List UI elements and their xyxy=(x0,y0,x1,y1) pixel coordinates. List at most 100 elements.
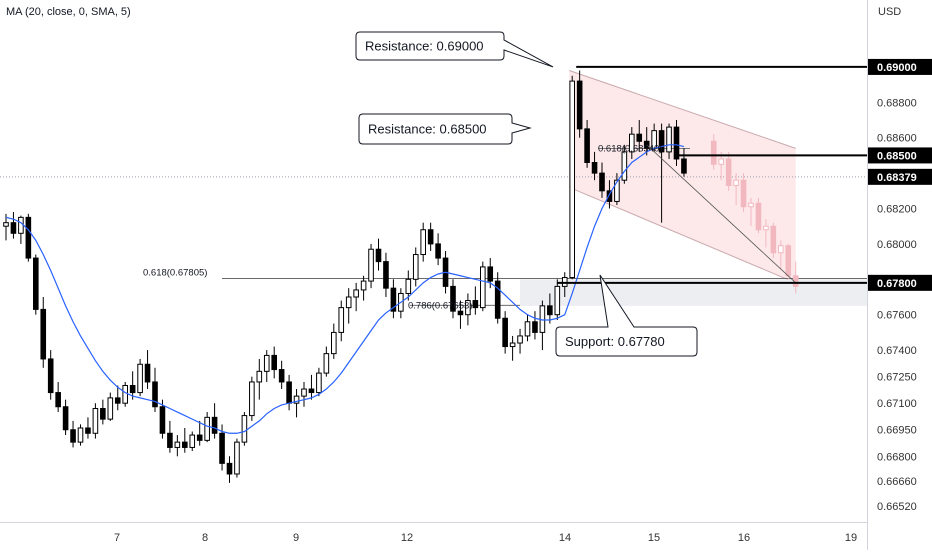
candle[interactable] xyxy=(420,229,426,256)
projection-candle[interactable] xyxy=(748,202,754,208)
time-axis[interactable] xyxy=(0,523,867,550)
candle[interactable] xyxy=(18,216,24,234)
candle[interactable] xyxy=(189,434,196,448)
candle[interactable] xyxy=(129,384,136,394)
candle[interactable] xyxy=(219,432,225,464)
candle[interactable] xyxy=(152,381,158,408)
projection-candle[interactable] xyxy=(770,225,777,254)
candle[interactable] xyxy=(383,261,389,289)
candle[interactable] xyxy=(25,216,32,259)
candle[interactable] xyxy=(524,321,531,337)
candle[interactable] xyxy=(47,358,54,394)
candle[interactable] xyxy=(591,162,598,174)
candle[interactable] xyxy=(368,248,374,282)
projection-candle[interactable] xyxy=(740,179,747,208)
candle[interactable] xyxy=(666,126,672,153)
candle[interactable] xyxy=(457,310,464,316)
candle[interactable] xyxy=(77,427,84,443)
candle[interactable] xyxy=(480,266,486,309)
candle[interactable] xyxy=(62,406,69,431)
level-badge-0[interactable] xyxy=(868,58,932,75)
level-badge-2[interactable] xyxy=(868,274,932,291)
candle[interactable] xyxy=(55,392,61,408)
candle[interactable] xyxy=(92,408,99,434)
candle[interactable] xyxy=(353,289,359,298)
candle[interactable] xyxy=(263,354,270,372)
indicator-legend[interactable]: MA (20, close, 0, SMA, 5) xyxy=(6,6,131,18)
candle[interactable] xyxy=(547,305,553,316)
candle[interactable] xyxy=(301,388,307,397)
candle[interactable] xyxy=(204,416,210,441)
candle[interactable] xyxy=(606,190,613,202)
projection-candle[interactable] xyxy=(763,225,769,231)
candle[interactable] xyxy=(196,434,203,441)
candle[interactable] xyxy=(174,441,181,448)
candle[interactable] xyxy=(554,285,561,316)
candle[interactable] xyxy=(629,133,635,153)
candle[interactable] xyxy=(375,248,382,263)
candle[interactable] xyxy=(584,128,590,164)
candle[interactable] xyxy=(532,321,538,333)
callout-support[interactable]: Support: 0.67780 xyxy=(555,274,698,357)
candle[interactable] xyxy=(293,395,300,404)
candle[interactable] xyxy=(435,243,441,259)
candle[interactable] xyxy=(338,307,345,333)
channel-upper-line[interactable] xyxy=(569,70,796,149)
candle[interactable] xyxy=(509,342,516,348)
candle[interactable] xyxy=(85,427,91,434)
candle[interactable] xyxy=(360,280,367,291)
candle[interactable] xyxy=(465,300,471,316)
projection-path[interactable] xyxy=(646,144,796,284)
current-price-badge[interactable] xyxy=(868,168,932,185)
candle[interactable] xyxy=(271,354,277,371)
projection-candle[interactable] xyxy=(778,245,784,254)
candle[interactable] xyxy=(100,408,106,420)
candle[interactable] xyxy=(569,80,576,279)
projection-candle[interactable] xyxy=(725,158,732,187)
candle[interactable] xyxy=(331,331,337,355)
callout-resistance-2[interactable]: Resistance: 0.68500 xyxy=(358,113,532,145)
projection-candle[interactable] xyxy=(733,179,739,187)
candle[interactable] xyxy=(345,296,352,309)
candle[interactable] xyxy=(286,381,292,404)
candle[interactable] xyxy=(487,266,494,282)
candle[interactable] xyxy=(241,415,248,443)
candle[interactable] xyxy=(599,172,605,192)
candle[interactable] xyxy=(673,126,680,160)
candle[interactable] xyxy=(636,133,643,142)
candle[interactable] xyxy=(3,222,9,227)
candle[interactable] xyxy=(621,151,628,181)
candle[interactable] xyxy=(278,369,285,383)
candle[interactable] xyxy=(472,300,479,309)
candle[interactable] xyxy=(10,222,17,234)
candle[interactable] xyxy=(316,372,322,394)
candle[interactable] xyxy=(614,179,620,202)
projection-candle[interactable] xyxy=(710,140,717,165)
candle[interactable] xyxy=(256,370,263,383)
candle[interactable] xyxy=(249,381,255,417)
candle[interactable] xyxy=(502,317,508,348)
candle[interactable] xyxy=(308,388,315,394)
channel-lower-line[interactable] xyxy=(569,186,796,284)
candle[interactable] xyxy=(40,308,47,360)
candle[interactable] xyxy=(323,353,330,374)
candle[interactable] xyxy=(450,285,456,312)
candle[interactable] xyxy=(182,441,188,448)
candle[interactable] xyxy=(33,257,39,310)
level-badge-1[interactable] xyxy=(868,147,932,164)
candle[interactable] xyxy=(494,280,501,319)
projection-candle[interactable] xyxy=(755,202,762,231)
candle[interactable] xyxy=(576,80,583,130)
candle[interactable] xyxy=(159,406,166,434)
candle[interactable] xyxy=(122,384,129,404)
candle[interactable] xyxy=(658,130,665,153)
candle[interactable] xyxy=(137,363,143,394)
candle[interactable] xyxy=(517,335,523,344)
ma-line[interactable] xyxy=(5,144,685,434)
candle[interactable] xyxy=(70,429,76,443)
candle[interactable] xyxy=(107,397,114,420)
candle[interactable] xyxy=(405,278,412,294)
callout-resistance-1[interactable]: Resistance: 0.69000 xyxy=(355,31,554,68)
candle[interactable] xyxy=(211,416,218,434)
